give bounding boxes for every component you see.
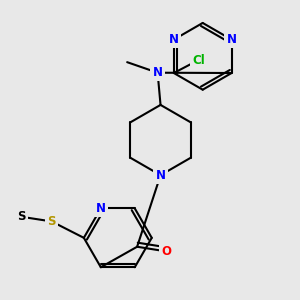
Text: N: N: [169, 33, 179, 46]
Text: N: N: [153, 66, 163, 79]
Text: N: N: [226, 33, 237, 46]
Text: O: O: [161, 245, 171, 258]
Text: S: S: [47, 215, 56, 228]
Text: N: N: [155, 169, 166, 182]
Text: S: S: [21, 216, 22, 217]
Text: Cl: Cl: [192, 54, 205, 67]
Text: N: N: [96, 202, 106, 215]
Text: S: S: [17, 210, 26, 223]
